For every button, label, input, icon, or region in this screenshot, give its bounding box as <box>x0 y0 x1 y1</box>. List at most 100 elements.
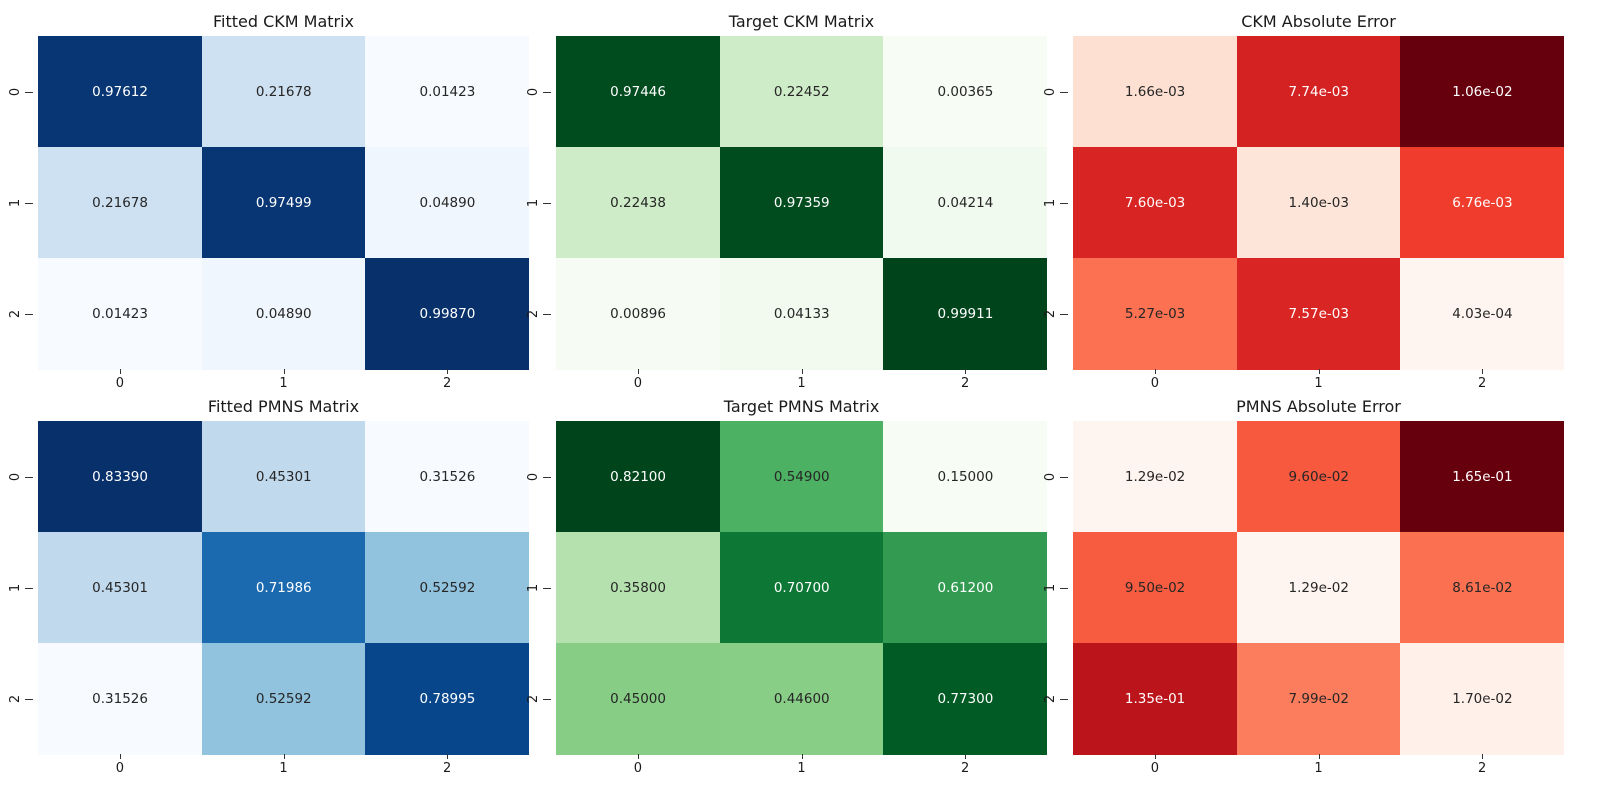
x-tick-label: 2 <box>961 761 970 776</box>
heatmap-cell: 7.60e-03 <box>1073 147 1238 259</box>
x-tick-label: 2 <box>1478 761 1487 776</box>
heatmap-cell: 4.03e-04 <box>1400 258 1565 370</box>
chart-title: Fitted CKM Matrix <box>212 12 355 31</box>
y-tick-label: 0 <box>8 472 23 481</box>
heatmap-grid: 0.83390 0.45301 0.31526 0.45301 0.71986 0.525… <box>38 421 530 755</box>
heatmap-cell: 0.00365 <box>883 36 1048 148</box>
x-tick-label: 0 <box>633 376 642 391</box>
x-tick-mark <box>1154 754 1156 759</box>
y-tick-label: 0 <box>8 87 23 96</box>
heatmap-cell: 0.71986 <box>201 532 366 644</box>
x-tick-label: 2 <box>961 376 970 391</box>
y-tick-mark <box>543 202 551 204</box>
x-tick-mark <box>637 369 639 374</box>
heatmap-cell: 0.97612 <box>38 36 203 148</box>
heatmap-cell: 1.40e-03 <box>1236 147 1401 259</box>
heatmap-cell: 1.35e-01 <box>1073 643 1238 755</box>
heatmap-cell: 0.78995 <box>365 643 530 755</box>
heatmap-cell: 0.04214 <box>883 147 1048 259</box>
heatmap-cell: 0.97359 <box>719 147 884 259</box>
y-tick-mark <box>1060 313 1068 315</box>
heatmap-cell: 0.99870 <box>365 258 530 370</box>
x-tick-mark <box>965 754 967 759</box>
y-tick-label: 1 <box>1043 198 1058 207</box>
y-tick-mark <box>1060 587 1068 589</box>
heatmap-cell: 7.99e-02 <box>1236 643 1401 755</box>
heatmap-grid: 0.97446 0.22452 0.00365 0.22438 0.97359 0.042… <box>556 36 1048 370</box>
y-tick-mark <box>543 313 551 315</box>
y-tick-label: 1 <box>526 583 541 592</box>
heatmap-grid: 0.97612 0.21678 0.01423 0.21678 0.97499 0.048… <box>38 36 530 370</box>
heatmap-cell: 0.35800 <box>556 532 721 644</box>
y-tick-label: 0 <box>526 87 541 96</box>
y-tick-label: 2 <box>8 694 23 703</box>
heatmap-cell: 0.45301 <box>201 421 366 533</box>
heatmap-cell: 1.29e-02 <box>1236 532 1401 644</box>
y-tick-mark <box>543 91 551 93</box>
heatmap-cell: 0.77300 <box>883 643 1048 755</box>
y-tick-mark <box>25 202 33 204</box>
y-tick-mark <box>25 91 33 93</box>
heatmap-panel: Target CKM Matrix 0.97446 0.22452 0.00365 0.… <box>518 0 1048 391</box>
y-tick-label: 2 <box>1043 694 1058 703</box>
y-tick-mark <box>543 476 551 478</box>
heatmap-cell: 0.04890 <box>365 147 530 259</box>
heatmap-cell: 0.44600 <box>719 643 884 755</box>
x-tick-mark <box>447 754 449 759</box>
x-tick-label: 2 <box>1478 376 1487 391</box>
x-tick-label: 1 <box>797 761 806 776</box>
x-tick-mark <box>637 754 639 759</box>
x-tick-mark <box>1154 369 1156 374</box>
y-tick-label: 1 <box>8 583 23 592</box>
y-tick-mark <box>1060 698 1068 700</box>
heatmap-cell: 0.04890 <box>201 258 366 370</box>
heatmap-cell: 0.70700 <box>719 532 884 644</box>
y-tick-mark <box>1060 476 1068 478</box>
y-tick-label: 2 <box>526 309 541 318</box>
chart-title: Target CKM Matrix <box>728 12 875 31</box>
x-tick-mark <box>965 369 967 374</box>
y-tick-mark <box>25 476 33 478</box>
x-tick-mark <box>1318 369 1320 374</box>
x-tick-label: 0 <box>1150 376 1159 391</box>
heatmap-panel: CKM Absolute Error 1.66e-03 7.74e-03 1.06e-… <box>1035 0 1565 391</box>
heatmap-cell: 0.52592 <box>365 532 530 644</box>
x-tick-mark <box>1318 754 1320 759</box>
x-tick-label: 1 <box>279 376 288 391</box>
x-tick-mark <box>1482 369 1484 374</box>
y-tick-label: 0 <box>1043 472 1058 481</box>
heatmap-cell: 0.97499 <box>201 147 366 259</box>
heatmap-cell: 1.65e-01 <box>1400 421 1565 533</box>
heatmap-cell: 1.70e-02 <box>1400 643 1565 755</box>
heatmap-cell: 0.22452 <box>719 36 884 148</box>
x-tick-label: 1 <box>1314 376 1323 391</box>
heatmap-cell: 0.52592 <box>201 643 366 755</box>
chart-title: CKM Absolute Error <box>1241 12 1396 31</box>
y-tick-label: 2 <box>1043 309 1058 318</box>
y-tick-label: 1 <box>8 198 23 207</box>
x-tick-label: 1 <box>797 376 806 391</box>
heatmap-cell: 0.31526 <box>365 421 530 533</box>
y-tick-label: 1 <box>526 198 541 207</box>
heatmap-cell: 0.22438 <box>556 147 721 259</box>
heatmap-cell: 5.27e-03 <box>1073 258 1238 370</box>
heatmap-cell: 1.66e-03 <box>1073 36 1238 148</box>
heatmap-grid: 1.29e-02 9.60e-02 1.65e-01 9.50e-02 1.29e-02… <box>1073 421 1565 755</box>
x-tick-label: 2 <box>443 376 452 391</box>
heatmap-cell: 0.97446 <box>556 36 721 148</box>
heatmap-cell: 8.61e-02 <box>1400 532 1565 644</box>
x-tick-mark <box>119 754 121 759</box>
x-tick-label: 1 <box>279 761 288 776</box>
x-tick-label: 0 <box>633 761 642 776</box>
y-tick-mark <box>543 587 551 589</box>
heatmap-cell: 0.61200 <box>883 532 1048 644</box>
heatmap-cell: 0.21678 <box>38 147 203 259</box>
x-tick-mark <box>283 754 285 759</box>
chart-title: PMNS Absolute Error <box>1236 397 1401 416</box>
x-tick-label: 2 <box>443 761 452 776</box>
x-tick-mark <box>119 369 121 374</box>
heatmap-panel: Fitted CKM Matrix 0.97612 0.21678 0.01423 0.… <box>0 0 530 391</box>
x-tick-label: 0 <box>115 761 124 776</box>
heatmap-panel: PMNS Absolute Error 1.29e-02 9.60e-02 1.65e… <box>1035 385 1565 776</box>
heatmap-cell: 9.60e-02 <box>1236 421 1401 533</box>
